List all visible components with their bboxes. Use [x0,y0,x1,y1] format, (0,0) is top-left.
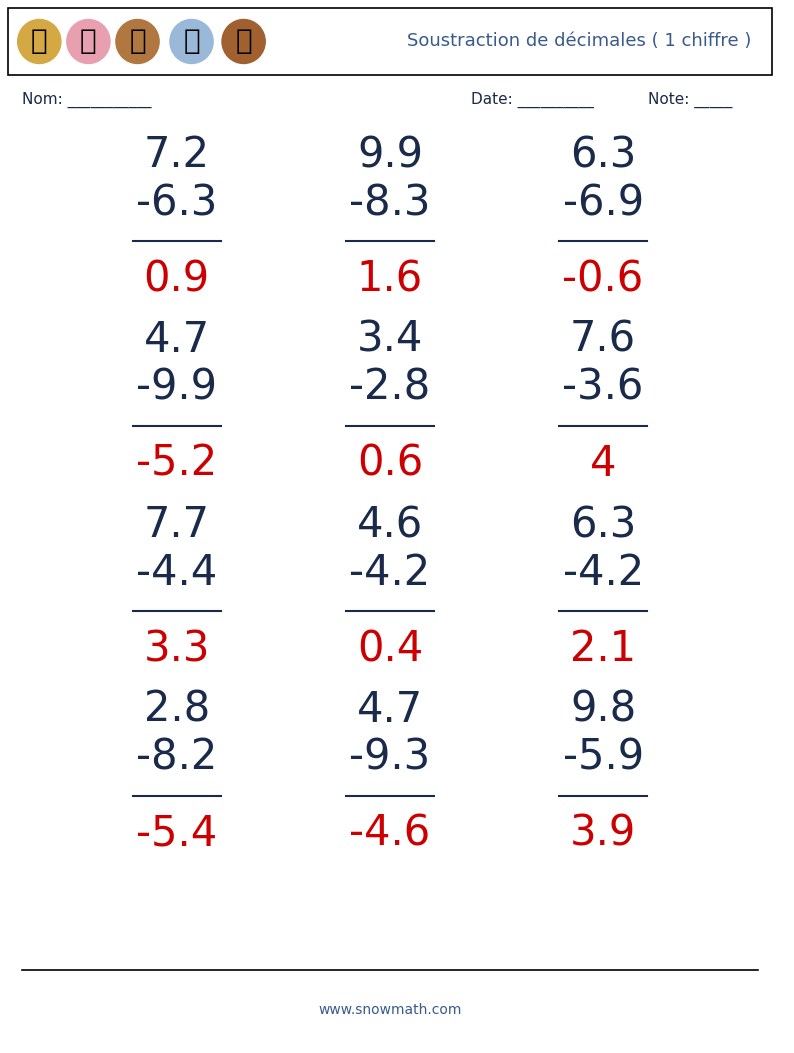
Text: 0.4: 0.4 [357,628,423,670]
Text: -3.6: -3.6 [562,367,644,409]
Text: -4.6: -4.6 [349,813,430,855]
Text: 0.6: 0.6 [357,443,423,485]
Text: 0.9: 0.9 [144,258,210,300]
Text: -8.3: -8.3 [349,182,430,224]
Text: 6.3: 6.3 [570,504,636,547]
Text: 3.4: 3.4 [357,319,423,361]
Text: 2.1: 2.1 [570,628,636,670]
Bar [8,8,772,75]
Text: www.snowmath.com: www.snowmath.com [318,1004,461,1017]
Text: Date: __________: Date: __________ [472,92,595,108]
Text: 🦒: 🦒 [31,27,48,56]
Text: -2.8: -2.8 [349,367,430,409]
Text: 7.6: 7.6 [570,319,636,361]
Text: 1.6: 1.6 [357,258,423,300]
Text: -6.9: -6.9 [562,182,644,224]
Circle shape [116,20,159,63]
Circle shape [170,20,213,63]
Text: -9.9: -9.9 [137,367,218,409]
Text: 🐘: 🐘 [183,27,200,56]
Text: 🐻: 🐻 [235,27,252,56]
Text: 4.7: 4.7 [357,689,423,731]
Text: 9.8: 9.8 [570,689,636,731]
Text: -4.2: -4.2 [349,552,430,594]
Text: 4.7: 4.7 [144,319,210,361]
Text: 4: 4 [590,443,616,485]
Circle shape [222,20,265,63]
Text: -4.2: -4.2 [562,552,644,594]
Text: 4.6: 4.6 [357,504,423,547]
Circle shape [67,20,110,63]
Text: -5.9: -5.9 [562,737,644,779]
Text: Soustraction de décimales ( 1 chiffre ): Soustraction de décimales ( 1 chiffre ) [407,32,752,49]
Circle shape [17,20,61,63]
Text: 2.8: 2.8 [144,689,210,731]
Text: -4.4: -4.4 [137,552,218,594]
Text: 3.3: 3.3 [144,628,210,670]
Text: -9.3: -9.3 [349,737,430,779]
Text: -5.2: -5.2 [137,443,218,485]
Text: Nom: ___________: Nom: ___________ [21,92,151,108]
Text: 3.9: 3.9 [570,813,636,855]
Text: 6.3: 6.3 [570,134,636,176]
Text: -8.2: -8.2 [137,737,218,779]
Text: -5.4: -5.4 [137,813,218,855]
Text: 🐴: 🐴 [129,27,146,56]
Text: Note: _____: Note: _____ [648,92,733,108]
Text: 7.7: 7.7 [144,504,210,547]
Text: -6.3: -6.3 [136,182,218,224]
Text: -0.6: -0.6 [562,258,644,300]
Text: 9.9: 9.9 [357,134,423,176]
Text: 7.2: 7.2 [144,134,210,176]
Text: 🐷: 🐷 [80,27,97,56]
